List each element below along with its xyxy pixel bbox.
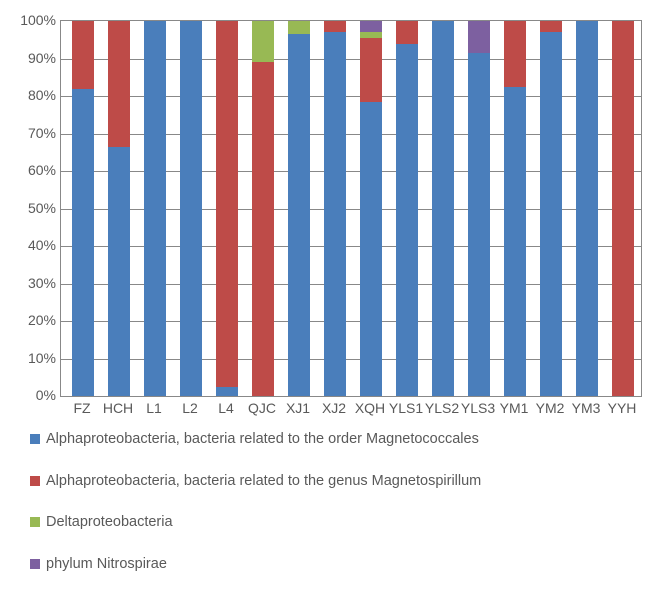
legend-label: Deltaproteobacteria — [46, 513, 173, 533]
y-tick-label: 0% — [10, 387, 56, 403]
chart-container: 0% 10% 20% 30% 40% 50% 60% 70% 80% 90% 100% FZ HCH L… — [10, 10, 654, 588]
bar-segment-magnetococcales — [324, 32, 346, 396]
x-tick-label: XJ2 — [322, 400, 346, 416]
y-tick-label: 30% — [10, 275, 56, 291]
y-tick-label: 20% — [10, 312, 56, 328]
bar-segment-magnetococcales — [288, 34, 310, 396]
bar-segment-magnetococcales — [144, 21, 166, 396]
y-tick-label: 40% — [10, 237, 56, 253]
legend-item: Alphaproteobacteria, bacteria related to… — [30, 472, 640, 492]
legend-marker-icon — [30, 476, 40, 486]
x-tick-label: YYH — [608, 400, 637, 416]
bar-segment-magnetospirillum — [252, 62, 274, 396]
legend-label: phylum Nitrospirae — [46, 555, 167, 575]
bar-group — [108, 21, 130, 396]
bar-group — [288, 21, 310, 396]
bar-group — [324, 21, 346, 396]
bar-segment-magnetococcales — [576, 21, 598, 396]
y-tick-label: 80% — [10, 87, 56, 103]
bar-segment-magnetospirillum — [540, 21, 562, 32]
y-tick-label: 60% — [10, 162, 56, 178]
legend-item: Alphaproteobacteria, bacteria related to… — [30, 430, 640, 450]
bar-segment-magnetococcales — [216, 387, 238, 396]
x-tick-label: YM1 — [500, 400, 529, 416]
bar-group — [216, 21, 238, 396]
legend-marker-icon — [30, 517, 40, 527]
bar-segment-magnetococcales — [432, 21, 454, 396]
y-tick-label: 70% — [10, 125, 56, 141]
legend-item: Deltaproteobacteria — [30, 513, 640, 533]
bar-segment-magnetococcales — [72, 89, 94, 397]
x-tick-label: L4 — [218, 400, 234, 416]
bar-segment-magnetospirillum — [72, 21, 94, 89]
x-tick-label: L2 — [182, 400, 198, 416]
bar-segment-magnetospirillum — [396, 21, 418, 44]
y-tick-label: 50% — [10, 200, 56, 216]
x-tick-label: YM2 — [536, 400, 565, 416]
bar-segment-magnetococcales — [540, 32, 562, 396]
bar-segment-deltaproteobacteria — [360, 32, 382, 38]
legend-marker-icon — [30, 434, 40, 444]
bar-segment-magnetospirillum — [360, 38, 382, 102]
legend-marker-icon — [30, 559, 40, 569]
bar-segment-magnetospirillum — [612, 21, 634, 396]
bar-group — [540, 21, 562, 396]
x-tick-label: YLS1 — [389, 400, 423, 416]
bar-segment-magnetococcales — [504, 87, 526, 396]
y-tick-label: 100% — [10, 12, 56, 28]
bar-group — [180, 21, 202, 396]
plot-area — [60, 20, 642, 397]
bar-group — [504, 21, 526, 396]
legend-item: phylum Nitrospirae — [30, 555, 640, 575]
bar-group — [612, 21, 634, 396]
bar-group — [252, 21, 274, 396]
x-tick-label: FZ — [73, 400, 90, 416]
bar-group — [360, 21, 382, 396]
y-tick-label: 10% — [10, 350, 56, 366]
bar-group — [72, 21, 94, 396]
bar-segment-deltaproteobacteria — [252, 21, 274, 62]
bar-group — [576, 21, 598, 396]
bar-group — [468, 21, 490, 396]
bar-segment-magnetococcales — [180, 21, 202, 396]
bar-group — [432, 21, 454, 396]
bar-segment-magnetococcales — [108, 147, 130, 396]
x-tick-label: YLS2 — [425, 400, 459, 416]
y-tick-label: 90% — [10, 50, 56, 66]
x-tick-label: XQH — [355, 400, 385, 416]
legend-label: Alphaproteobacteria, bacteria related to… — [46, 472, 481, 492]
x-tick-label: HCH — [103, 400, 133, 416]
legend-label: Alphaproteobacteria, bacteria related to… — [46, 430, 479, 450]
x-tick-label: XJ1 — [286, 400, 310, 416]
x-tick-label: YM3 — [572, 400, 601, 416]
bar-segment-magnetospirillum — [504, 21, 526, 87]
bar-segment-nitrospirae — [468, 21, 490, 53]
x-tick-label: L1 — [146, 400, 162, 416]
bar-segment-magnetococcales — [468, 53, 490, 396]
bar-segment-magnetococcales — [396, 44, 418, 397]
bar-segment-magnetospirillum — [108, 21, 130, 147]
bar-segment-nitrospirae — [360, 21, 382, 32]
bar-segment-deltaproteobacteria — [288, 21, 310, 34]
bar-segment-magnetospirillum — [216, 21, 238, 387]
legend: Alphaproteobacteria, bacteria related to… — [30, 430, 640, 596]
x-tick-label: QJC — [248, 400, 276, 416]
bar-segment-magnetococcales — [360, 102, 382, 396]
bar-group — [144, 21, 166, 396]
bar-segment-magnetospirillum — [324, 21, 346, 32]
bar-group — [396, 21, 418, 396]
x-tick-label: YLS3 — [461, 400, 495, 416]
